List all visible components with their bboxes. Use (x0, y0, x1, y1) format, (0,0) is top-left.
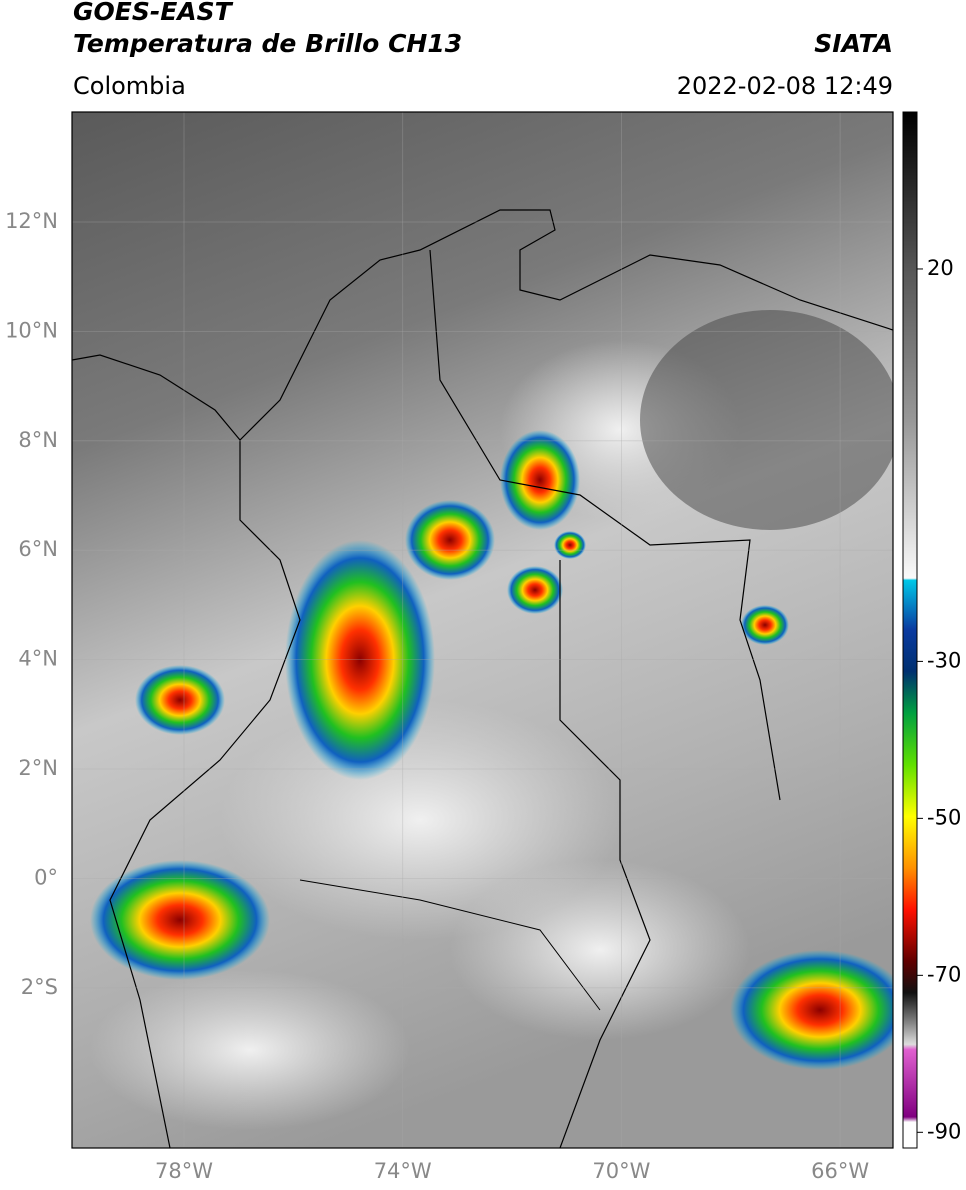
colorbar-tick-label: -90 (927, 1119, 961, 1143)
lat-label: 8°N (18, 428, 58, 452)
lon-label: 78°W (155, 1159, 213, 1183)
colorbar (902, 111, 918, 1149)
colorbar-tick-label: 20 (927, 256, 954, 280)
graticule (72, 112, 893, 1148)
region: Colombia (73, 72, 186, 100)
lon-label: 66°W (811, 1159, 869, 1183)
title-line2: Temperatura de Brillo CH13 (73, 29, 462, 58)
colorbar-tick-label: -50 (927, 805, 961, 829)
colorbar-tick-label: -30 (927, 648, 961, 672)
lat-label: 0° (34, 865, 58, 889)
datetime: 2022-02-08 12:49 (677, 72, 893, 100)
lat-label: 10°N (5, 318, 58, 342)
lat-label: 2°S (21, 975, 58, 999)
title-line1: GOES-EAST (73, 0, 234, 26)
satellite-image (72, 112, 893, 1148)
colorbar-tick-label: -70 (927, 962, 961, 986)
lon-label: 74°W (374, 1159, 432, 1183)
lat-label: 12°N (5, 209, 58, 233)
lat-label: 4°N (18, 647, 58, 671)
lat-label: 6°N (18, 537, 58, 561)
source: SIATA (814, 29, 893, 58)
lat-label: 2°N (18, 756, 58, 780)
map-frame (71, 111, 894, 1149)
lon-label: 70°W (592, 1159, 650, 1183)
